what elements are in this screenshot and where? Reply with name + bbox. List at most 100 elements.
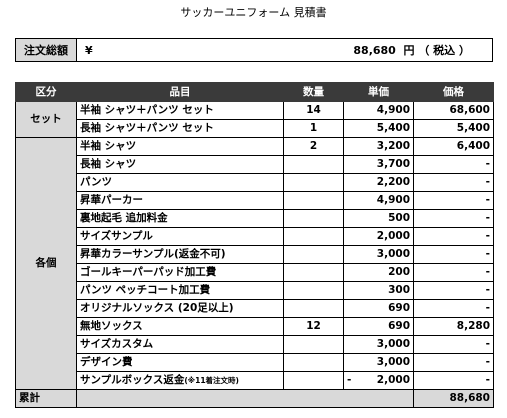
item-cell: デザイン費 [76,353,284,372]
qty-cell [283,281,344,300]
unit-price-cell: 200 [343,263,414,282]
item-label: サンプルボックス返金 [80,374,185,386]
table-row: 長袖 シャツ＋パンツ セット 1 5,400 5,400 [16,119,494,138]
unit-price-cell: 3,000 [343,245,414,264]
price-cell: - [413,245,494,264]
price-cell: - [413,191,494,210]
item-cell: 裏地起毛 追加料金 [76,209,284,228]
price-cell: - [413,155,494,174]
unit-price-cell: 4,900 [343,101,414,120]
order-total-amount: 88,680 円 （ 税込 ） [353,44,470,57]
price-cell: - [413,263,494,282]
unit-price-cell: 300 [343,281,414,300]
price-cell: 6,400 [413,137,494,156]
item-cell: 無地ソックス [76,317,284,336]
qty-cell [283,335,344,354]
header-item: 品目 [76,82,284,102]
header-unit-price: 単価 [343,82,414,102]
table-row: 裏地起毛 追加料金 500- [16,209,494,228]
item-cell: 半袖 シャツ [76,137,284,156]
header-category: 区分 [15,82,77,102]
unit-price-cell: 3,000 [343,353,414,372]
unit-price-cell: 5,400 [343,119,414,138]
unit-price-cell: 690 [343,317,414,336]
table-row: 長袖 シャツ 3,700- [16,155,494,174]
qty-cell [283,155,344,174]
negative-sign: - [347,374,352,386]
qty-cell [283,263,344,282]
table-row: 昇華パーカー 4,900- [16,191,494,210]
item-cell: サンプルボックス返金(※11着注文時) [76,371,284,390]
unit-price-cell: 3,000 [343,335,414,354]
qty-cell [283,191,344,210]
qty-cell [283,371,344,390]
price-cell: 5,400 [413,119,494,138]
grand-total-blank [76,389,414,408]
qty-cell [283,209,344,228]
table-row: サイズサンプル 2,000- [16,227,494,246]
table-row: セット 半袖 シャツ＋パンツ セット 14 4,900 68,600 [15,101,494,138]
table-row: パンツ ペッチコート加工費 300- [16,281,494,300]
item-cell: 長袖 シャツ＋パンツ セット [76,119,284,138]
header-price: 価格 [413,82,494,102]
qty-cell [283,227,344,246]
qty-cell [283,353,344,372]
order-total-box: 注文総額 ¥ 88,680 円 （ 税込 ） [15,38,493,62]
table-row: デザイン費 3,000- [16,353,494,372]
estimate-table: 区分 品目 数量 単価 価格 セット 半袖 シャツ＋パンツ セット 14 4,900 6… [15,82,494,408]
table-row: 昇華カラーサンプル(返金不可) 3,000- [16,245,494,264]
item-cell: 長袖 シャツ [76,155,284,174]
item-cell: パンツ ペッチコート加工費 [76,281,284,300]
unit-price-cell: 2,000 [343,227,414,246]
price-cell: - [413,209,494,228]
grand-total-row: 累計 88,680 [15,389,494,408]
unit-price-cell: 4,900 [343,191,414,210]
grand-total-value: 88,680 [413,389,494,408]
item-cell: サイズサンプル [76,227,284,246]
category-cell: 各個 [15,137,77,390]
qty-cell [283,173,344,192]
price-cell: 8,280 [413,317,494,336]
item-cell: 半袖 シャツ＋パンツ セット [76,101,284,120]
qty-cell [283,299,344,318]
header-qty: 数量 [283,82,344,102]
qty-cell [283,245,344,264]
unit-price-cell: - 2,000 [343,371,414,390]
item-note: (※11着注文時) [184,376,239,385]
qty-cell: 1 [283,119,344,138]
price-cell: - [413,335,494,354]
table-row: オリジナルソックス (20足以上) 690- [16,299,494,318]
table-row: サンプルボックス返金(※11着注文時) -2,000- [16,371,494,390]
price-cell: - [413,371,494,390]
table-row: パンツ 2,200- [16,173,494,192]
category-cell: セット [15,101,77,138]
table-row: 各個 半袖 シャツ 2 3,200 6,400 [15,137,494,390]
currency-symbol: ¥ [85,43,93,57]
item-cell: サイズカスタム [76,335,284,354]
item-cell: 昇華パーカー [76,191,284,210]
qty-cell: 12 [283,317,344,336]
unit-price-cell: 690 [343,299,414,318]
qty-cell: 14 [283,101,344,120]
unit-price-cell: 500 [343,209,414,228]
item-cell: 昇華カラーサンプル(返金不可) [76,245,284,264]
unit-value: 2,000 [376,374,410,386]
price-cell: 68,600 [413,101,494,120]
price-cell: - [413,173,494,192]
item-cell: ゴールキーパーパッド加工費 [76,263,284,282]
price-cell: - [413,227,494,246]
document-title: サッカーユニフォーム 見積書 [180,6,327,19]
order-total-label: 注文総額 [16,39,77,61]
item-cell: パンツ [76,173,284,192]
price-cell: - [413,299,494,318]
price-cell: - [413,353,494,372]
table-row: サイズカスタム 3,000- [16,335,494,354]
price-cell: - [413,281,494,300]
unit-price-cell: 2,200 [343,173,414,192]
table-header-row: 区分 品目 数量 単価 価格 [15,82,494,102]
unit-price-cell: 3,200 [343,137,414,156]
table-row: 無地ソックス 12 690 8,280 [16,317,494,336]
table-row: ゴールキーパーパッド加工費 200- [16,263,494,282]
unit-price-cell: 3,700 [343,155,414,174]
item-cell: オリジナルソックス (20足以上) [76,299,284,318]
